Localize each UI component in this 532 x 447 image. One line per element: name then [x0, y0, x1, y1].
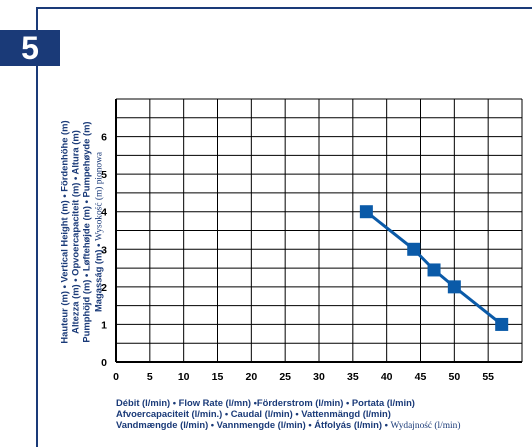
- y-tick-label: 3: [101, 244, 107, 256]
- x-tick-label: 45: [415, 371, 427, 383]
- data-point-marker: [447, 280, 461, 294]
- x-tick-label: 50: [448, 371, 460, 383]
- x-axis-label: Débit (l/min) • Flow Rate (l/mn) •Förder…: [116, 397, 461, 432]
- x-axis-label-line: Vandmængde (l/min) • Vannmengde (l/min) …: [116, 418, 461, 432]
- figure-number-badge: 5: [0, 30, 60, 66]
- x-tick-label: 55: [482, 371, 494, 383]
- x-axis-label-line: Afvoercapaciteit (l/min.) • Caudal (l/mi…: [116, 407, 391, 419]
- y-tick-label: 0: [101, 357, 107, 369]
- y-tick-label: 5: [101, 169, 107, 181]
- y-tick-label: 4: [101, 207, 107, 219]
- y-tick-label: 1: [101, 319, 107, 331]
- x-tick-label: 0: [113, 371, 119, 383]
- data-point-marker: [495, 317, 509, 331]
- x-axis-label-line: Débit (l/min) • Flow Rate (l/mn) •Förder…: [116, 397, 415, 408]
- data-point-marker: [427, 263, 441, 277]
- data-point-marker: [407, 242, 421, 256]
- x-tick-label: 30: [313, 371, 325, 383]
- x-tick-label: 25: [279, 371, 291, 383]
- data-point-marker: [359, 205, 373, 219]
- x-tick-label: 20: [245, 371, 257, 383]
- x-tick-label: 5: [147, 371, 153, 383]
- y-tick-label: 6: [101, 132, 107, 144]
- y-tick-label: 2: [101, 282, 107, 294]
- x-axis-label-polish: Wydajność (l/min): [390, 420, 461, 431]
- chart-frame: [36, 7, 532, 447]
- x-tick-label: 10: [178, 371, 190, 383]
- x-axis-label-text: Vandmængde (l/min) • Vannmengde (l/min) …: [116, 418, 391, 430]
- x-tick-label: 15: [212, 371, 224, 383]
- x-tick-label: 40: [381, 371, 393, 383]
- x-tick-label: 35: [347, 371, 359, 383]
